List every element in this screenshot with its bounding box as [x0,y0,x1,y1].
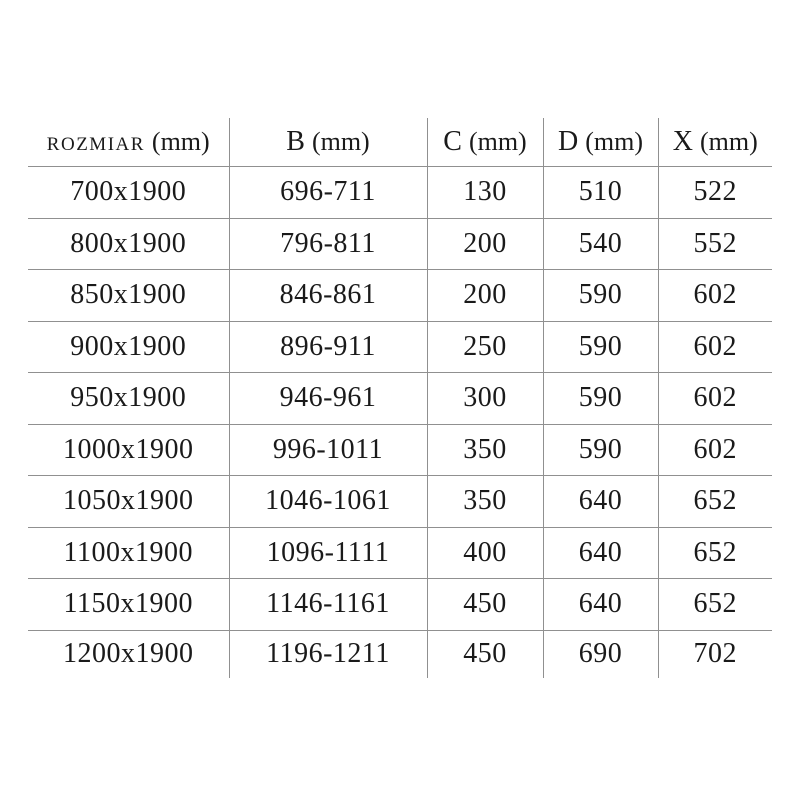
cell-d: 590 [543,424,659,476]
cell-rozmiar: 950x1900 [28,372,230,425]
size-spec-table-container: ROZMIAR (mm) B (mm) C (mm) D (mm) X (mm) 700… [28,118,772,678]
table-header: ROZMIAR (mm) B (mm) C (mm) D (mm) X (mm) [28,118,772,167]
table-row: 950x1900 946-961 300 590 602 [28,372,772,425]
cell-x: 522 [658,166,772,219]
cell-c: 400 [427,527,544,579]
column-header-label: C [443,126,462,157]
cell-rozmiar: 1050x1900 [28,475,230,528]
cell-x: 602 [658,269,772,322]
cell-x: 602 [658,372,772,425]
cell-rozmiar: 800x1900 [28,218,230,270]
cell-rozmiar: 1100x1900 [28,527,230,579]
table-row: 900x1900 896-911 250 590 602 [28,321,772,373]
cell-d: 540 [543,218,659,270]
cell-d: 590 [543,372,659,425]
column-header-unit: (mm) [311,127,370,156]
cell-rozmiar: 1150x1900 [28,578,230,631]
cell-rozmiar: 700x1900 [28,166,230,219]
cell-c: 200 [427,218,544,270]
cell-d: 640 [543,475,659,528]
cell-x: 652 [658,475,772,528]
column-header-unit: (mm) [699,127,758,156]
cell-rozmiar: 900x1900 [28,321,230,373]
column-header-c: C (mm) [427,118,544,167]
cell-d: 640 [543,527,659,579]
cell-rozmiar: 1200x1900 [28,630,230,678]
table-row: 1000x1900 996-1011 350 590 602 [28,424,772,476]
table-row: 700x1900 696-711 130 510 522 [28,166,772,219]
cell-b: 696-711 [229,166,428,219]
cell-d: 640 [543,578,659,631]
table-body: 700x1900 696-711 130 510 522 800x1900 796-811 2… [28,166,772,678]
cell-rozmiar: 1000x1900 [28,424,230,476]
column-header-label: X [672,126,693,157]
cell-x: 652 [658,578,772,631]
cell-x: 602 [658,424,772,476]
cell-d: 590 [543,321,659,373]
table-row: 1100x1900 1096-1111 400 640 652 [28,527,772,579]
cell-d: 590 [543,269,659,322]
table-row: 850x1900 846-861 200 590 602 [28,269,772,322]
cell-b: 1096-1111 [229,527,428,579]
table-row: 800x1900 796-811 200 540 552 [28,218,772,270]
column-header-unit: (mm) [468,127,527,156]
cell-d: 690 [543,630,659,678]
cell-c: 450 [427,630,544,678]
cell-b: 896-911 [229,321,428,373]
column-header-label: D [558,126,579,157]
column-header-unit: (mm) [585,127,643,156]
cell-c: 450 [427,578,544,631]
size-spec-table: ROZMIAR (mm) B (mm) C (mm) D (mm) X (mm) 700… [28,118,772,678]
cell-b: 946-961 [229,372,428,425]
column-header-rozmiar: ROZMIAR (mm) [28,118,230,167]
column-header-unit: (mm) [151,127,210,156]
cell-b: 1046-1061 [229,475,428,528]
cell-c: 250 [427,321,544,373]
table-row: 1050x1900 1046-1061 350 640 652 [28,475,772,528]
cell-c: 300 [427,372,544,425]
cell-c: 200 [427,269,544,322]
table-row: 1200x1900 1196-1211 450 690 702 [28,630,772,678]
column-header-d: D (mm) [543,118,659,167]
cell-x: 602 [658,321,772,373]
column-header-label: ROZMIAR [46,134,145,155]
cell-b: 1196-1211 [229,630,428,678]
cell-b: 1146-1161 [229,578,428,631]
cell-x: 652 [658,527,772,579]
cell-x: 552 [658,218,772,270]
column-header-x: X (mm) [658,118,772,167]
cell-d: 510 [543,166,659,219]
header-row: ROZMIAR (mm) B (mm) C (mm) D (mm) X (mm) [28,118,772,167]
cell-rozmiar: 850x1900 [28,269,230,322]
cell-c: 350 [427,475,544,528]
cell-x: 702 [693,638,737,669]
cell-c: 130 [427,166,544,219]
cell-b: 996-1011 [229,424,428,476]
column-header-label: B [286,126,305,157]
cell-b: 796-811 [229,218,428,270]
table-row: 1150x1900 1146-1161 450 640 652 [28,578,772,631]
column-header-b: B (mm) [229,118,428,167]
cell-b: 846-861 [229,269,428,322]
cell-c: 350 [427,424,544,476]
